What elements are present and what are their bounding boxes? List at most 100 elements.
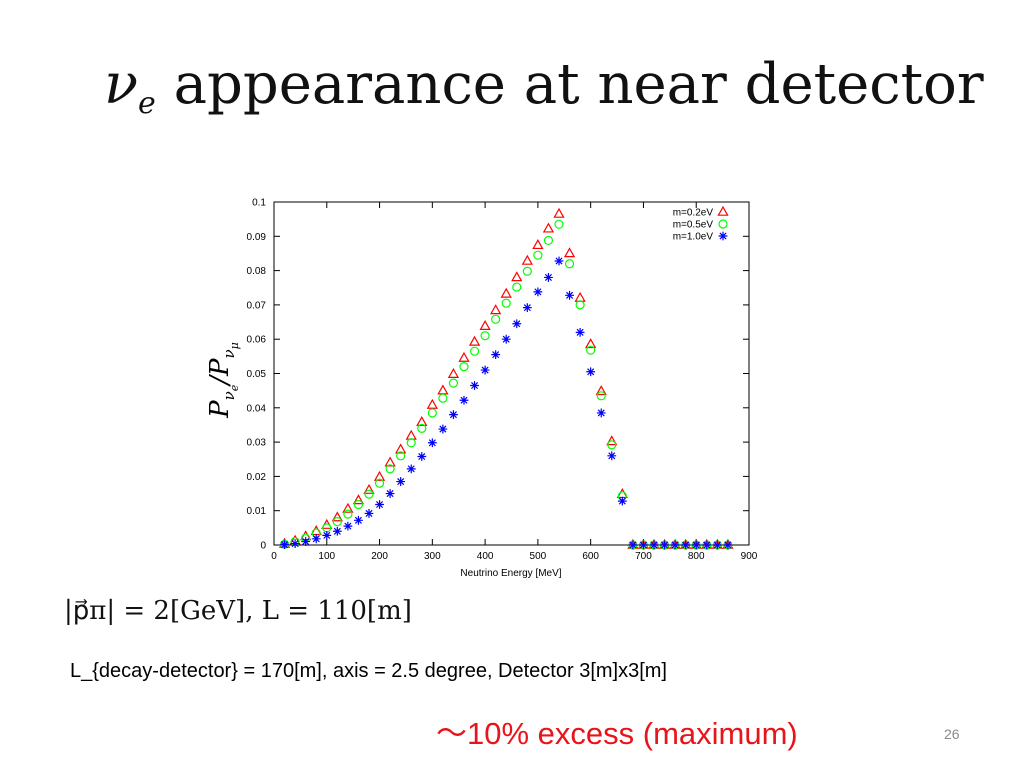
data-point [639,540,648,550]
data-point [353,499,364,510]
data-point [332,517,342,527]
data-point [554,219,564,229]
page-number: 26 [944,726,960,742]
y-tick-label: 0.04 [247,403,267,414]
data-point [480,331,490,341]
data-point [363,483,375,494]
data-point [607,440,617,450]
y-tick-label: 0.02 [247,472,267,483]
data-point [448,378,459,388]
data-point [332,526,342,536]
data-point [522,266,532,276]
series-1 [278,207,734,549]
data-point [521,254,533,265]
title-subscript: e [138,86,156,121]
data-point [343,509,353,519]
data-point [417,452,427,461]
data-point [617,496,627,506]
data-point [438,424,448,434]
data-point [385,464,395,474]
data-point [395,443,407,454]
x-tick-label: 600 [582,551,599,562]
data-point [458,351,470,362]
data-point [512,319,522,329]
x-tick-label: 0 [271,551,277,562]
data-point [543,235,554,246]
y-tick-label: 0.06 [247,335,267,346]
data-point [427,438,437,448]
legend-marker [717,205,729,216]
data-point [649,540,659,550]
data-point [723,540,733,550]
data-point [437,384,449,395]
legend-label: m=0.5eV [673,220,714,231]
data-point [533,250,543,260]
title-text: appearance at near detector [155,52,984,117]
data-point [585,338,597,349]
data-point [702,540,712,550]
data-point [607,451,617,461]
data-point [628,540,638,550]
data-point [660,540,669,550]
data-point [511,271,523,282]
data-point [542,222,555,233]
x-tick-label: 200 [371,551,388,562]
data-point [670,540,680,550]
y-axis-label: Pνe/Pνμ [205,342,241,419]
data-point [290,539,300,549]
data-point [459,362,469,372]
data-point [491,314,501,324]
data-point [596,408,606,418]
series-3 [280,256,733,550]
data-point [533,287,543,297]
data-point [449,410,458,420]
momentum-equation: |p⃗π| = 2[GeV], L = 110[m] [64,596,412,626]
data-point [501,298,511,308]
data-point [396,477,406,486]
x-tick-label: 500 [530,551,547,562]
data-point [352,494,365,505]
data-point [331,511,343,522]
data-point [364,509,374,518]
axis-ticks: 0 100 200 300 400 500 600 700 800 900 0 0.01 0.02 0.0… [247,198,758,563]
data-point [311,534,321,544]
data-point [532,238,544,250]
series-2 [279,219,733,550]
y-tick-label: 0.08 [247,266,267,277]
data-point [447,367,460,378]
scatter-chart: 0 100 200 300 400 500 600 700 800 900 0 0.01 0.02 0.0… [205,198,758,580]
slide-title: νe appearance at near detector [104,52,1004,121]
data-point [374,478,385,488]
data-point [575,327,585,337]
data-point [375,500,384,509]
data-point [426,398,438,409]
y-tick-label: 0.07 [247,300,267,311]
data-point [595,385,607,396]
data-point [468,335,481,346]
y-tick-label: 0 [260,541,266,552]
data-point [500,287,512,298]
data-point [544,273,553,282]
x-tick-label: 100 [318,551,335,562]
data-point [406,464,416,474]
data-point [342,502,354,513]
data-point [405,429,417,440]
data-point [373,470,386,481]
data-point [301,537,311,546]
legend-label: m=0.2eV [673,208,714,219]
data-point [586,367,596,377]
data-point [384,456,396,467]
legend-label: m=1.0eV [673,232,714,243]
title-nu-symbol: ν [104,52,139,117]
data-point [396,451,406,461]
data-point [354,515,363,525]
x-tick-label: 900 [741,551,758,562]
data-point [491,350,501,360]
legend-marker [718,231,728,241]
y-tick-label: 0.1 [252,198,266,209]
data-point [691,540,701,550]
data-point [385,489,395,498]
x-axis-label: Neutrino Energy [MeV] [460,568,561,579]
decay-detector-line: L_{decay-detector} = 170[m], axis = 2.5 … [70,660,667,682]
data-point [553,207,565,218]
